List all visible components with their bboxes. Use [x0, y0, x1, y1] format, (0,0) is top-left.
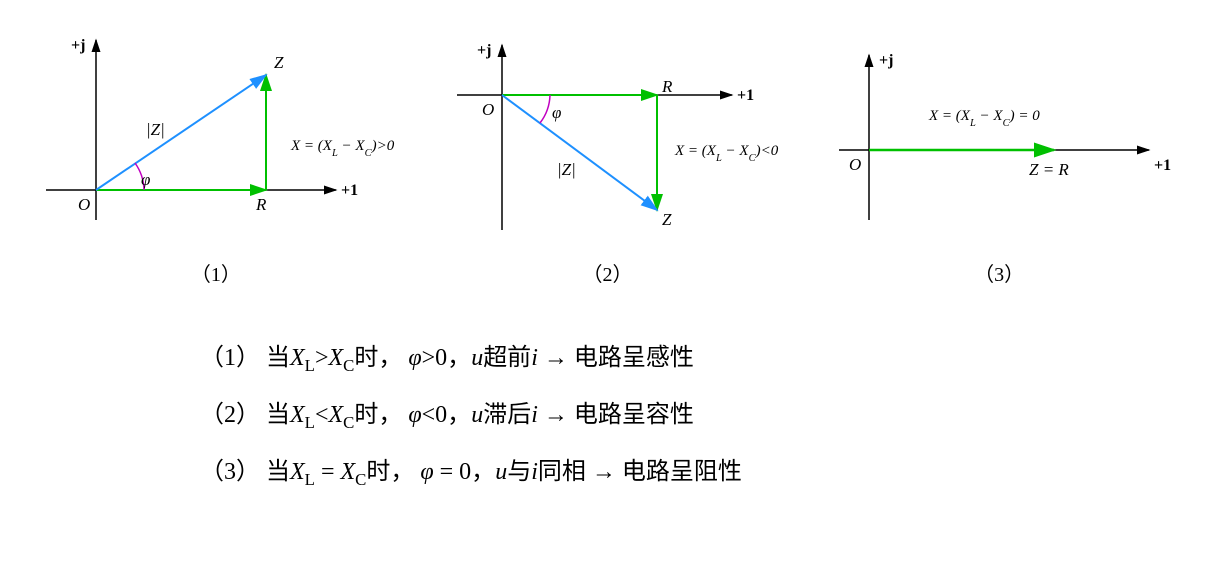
formula-1: X = (XL − XC)>0 — [290, 138, 395, 159]
text-line-1: （1） 当XL>XC时， φ>0，u超前i → 电路呈感性 — [200, 337, 1195, 376]
zr-label: Z = R — [1029, 160, 1069, 179]
axis-y-label: +j — [477, 42, 491, 59]
origin-label: O — [78, 195, 90, 214]
r-label: R — [255, 195, 267, 214]
diagram-3-svg: +j +1 O Z = R X = (XL − XC) = 0 — [809, 20, 1189, 250]
text-line-3: （3） 当XL = XC时， φ = 0，u与i同相 → 电路呈阻性 — [200, 451, 1195, 490]
axis-y-label: +j — [71, 37, 85, 54]
phi-label: φ — [552, 103, 561, 122]
diagram-2-label: （2） — [582, 258, 632, 287]
z-mag-label: |Z| — [557, 160, 576, 179]
axis-x-label: +1 — [341, 182, 358, 199]
diagram-2-svg: +j +1 O R Z |Z| φ X = (XL − XC)<0 — [417, 20, 797, 250]
origin-label: O — [482, 100, 494, 119]
diagram-1-container: +j +1 O R Z |Z| φ X = (XL − XC)>0 （1） — [26, 20, 406, 287]
angle-arc — [540, 95, 550, 123]
z-vector — [96, 75, 266, 190]
phi-label: φ — [141, 170, 150, 189]
axis-x-label: +1 — [737, 87, 754, 104]
text-line-2: （2） 当XL<XC时， φ<0，u滞后i → 电路呈容性 — [200, 394, 1195, 433]
axis-x-label: +1 — [1154, 157, 1171, 174]
r-label: R — [661, 77, 673, 96]
diagram-1-svg: +j +1 O R Z |Z| φ X = (XL − XC)>0 — [26, 20, 406, 250]
diagram-3-label: （3） — [974, 258, 1024, 287]
z-label: Z — [662, 210, 672, 229]
diagrams-row: +j +1 O R Z |Z| φ X = (XL − XC)>0 （1） — [20, 20, 1195, 287]
formula-3: X = (XL − XC) = 0 — [928, 108, 1040, 129]
text-section: （1） 当XL>XC时， φ>0，u超前i → 电路呈感性 （2） 当XL<XC… — [200, 337, 1195, 489]
diagram-3-container: +j +1 O Z = R X = (XL − XC) = 0 （3） — [809, 20, 1189, 287]
formula-2: X = (XL − XC)<0 — [674, 143, 779, 164]
origin-label: O — [849, 155, 861, 174]
diagram-2-container: +j +1 O R Z |Z| φ X = (XL − XC)<0 （2） — [417, 20, 797, 287]
z-vector — [502, 95, 657, 210]
diagram-1-label: （1） — [191, 258, 241, 287]
axis-y-label: +j — [879, 52, 893, 69]
z-mag-label: |Z| — [146, 120, 165, 139]
z-label: Z — [274, 53, 284, 72]
